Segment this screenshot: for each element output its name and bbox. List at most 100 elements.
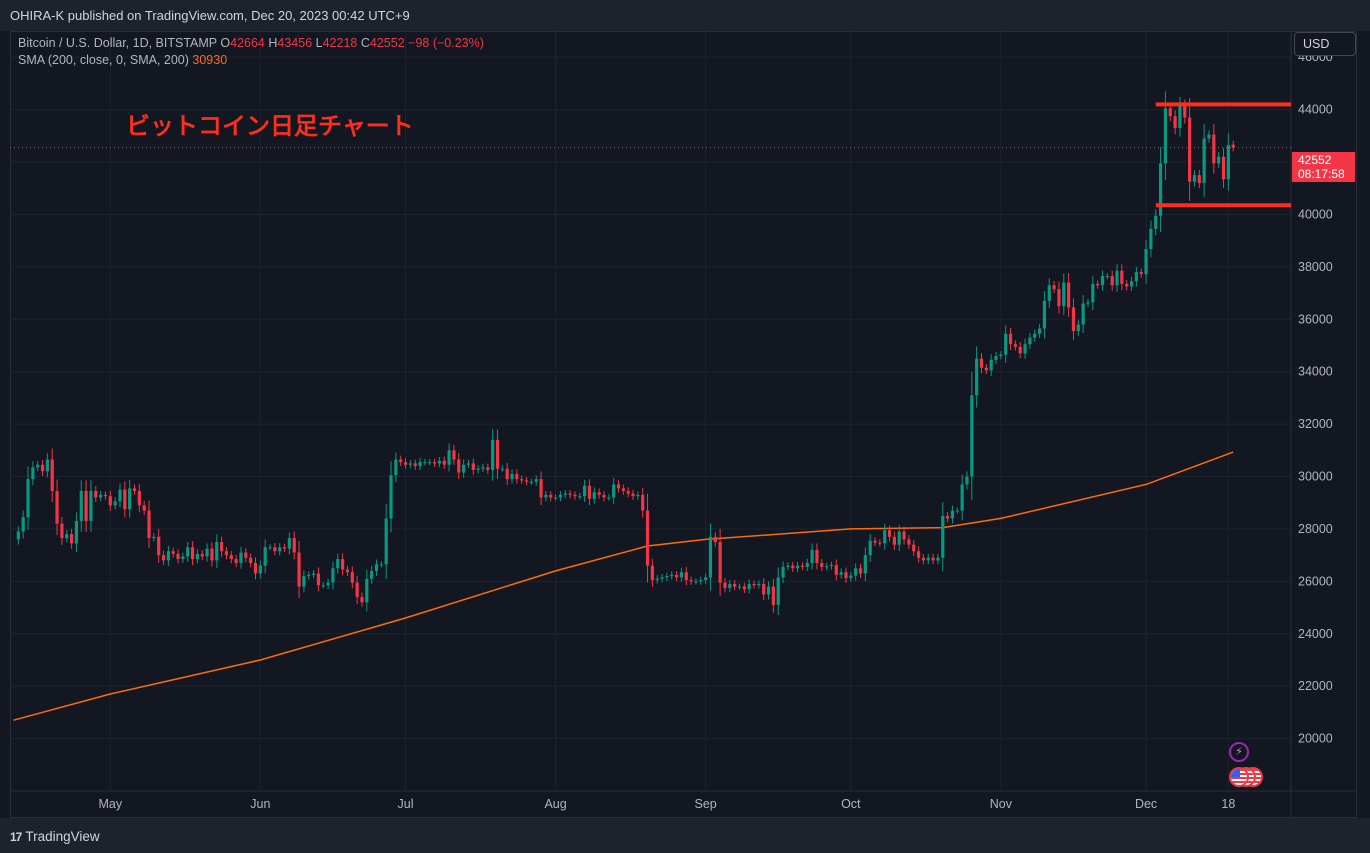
candle-body (1081, 303, 1085, 325)
candle-body (355, 582, 359, 598)
candle-body (210, 548, 214, 561)
candle-body (950, 510, 955, 519)
candle-body (621, 488, 625, 491)
candle-body (200, 553, 204, 557)
candle-body (641, 494, 645, 511)
candle-body (1183, 105, 1187, 118)
candle-body (786, 565, 790, 567)
candle-body (258, 565, 262, 574)
candle-body (471, 463, 475, 470)
price-tick-label: 30000 (1298, 470, 1333, 484)
candle-body (679, 572, 684, 578)
candle-body (660, 577, 664, 579)
candle-body (239, 552, 243, 563)
sma-value: 30930 (192, 53, 228, 67)
candle-body (1028, 337, 1032, 345)
candle-body (989, 359, 993, 371)
candle-body (820, 563, 824, 567)
candle-body (752, 583, 756, 586)
candle-body (249, 557, 253, 563)
candle-body (568, 493, 572, 495)
candle-body (1231, 144, 1235, 148)
candle-body (31, 467, 35, 480)
candle-body (505, 468, 509, 480)
candle-body (815, 549, 819, 563)
lightning-icon[interactable]: ⚡ (1229, 742, 1249, 762)
candle-body (1154, 215, 1158, 229)
candle-body (1188, 117, 1192, 182)
candle-body (1096, 283, 1100, 286)
us-flag-icon[interactable] (1229, 767, 1249, 787)
candle-body (244, 552, 248, 558)
candle-body (408, 463, 412, 465)
price-chart[interactable]: 20000 22000 24000 26000 28000 30000 32000 34000… (10, 31, 1357, 818)
candle-body (897, 531, 901, 545)
candle-body (45, 459, 49, 472)
candle-body (1144, 249, 1148, 275)
candle-body (1047, 285, 1051, 301)
candle-body (1110, 276, 1114, 286)
candle-body (224, 551, 229, 556)
candle-body (912, 544, 916, 552)
candle-body (762, 583, 766, 595)
candle-body (74, 521, 79, 544)
candle-body (432, 462, 437, 464)
candle-body (979, 358, 984, 368)
price-tick-label: 32000 (1298, 417, 1333, 431)
candle-body (926, 557, 930, 561)
candle-body (379, 564, 383, 566)
candle-body (544, 494, 548, 498)
price-tick-label: 34000 (1298, 365, 1333, 379)
candle-body (423, 462, 427, 464)
candle-body (282, 547, 287, 549)
candle-body (413, 463, 417, 467)
currency-button[interactable]: USD (1294, 32, 1356, 56)
tradingview-brand: TradingView (25, 829, 100, 844)
candle-body (829, 565, 834, 567)
candle-body (157, 536, 161, 556)
candle-body (1100, 276, 1105, 286)
candle-body (612, 484, 616, 498)
candle-body (1178, 105, 1182, 128)
candle-body (118, 489, 122, 502)
candle-body (1115, 270, 1119, 286)
candle-body (616, 484, 621, 489)
candle-body (311, 573, 316, 575)
price-tick-label: 38000 (1298, 260, 1333, 274)
candle-body (1071, 307, 1076, 332)
time-tick-label: Aug (544, 797, 566, 811)
candle-body (273, 547, 277, 552)
candle-body (108, 496, 112, 506)
candle-body (1076, 324, 1080, 332)
candle-body (573, 494, 577, 497)
candle-body (40, 464, 45, 472)
candle-body (936, 557, 940, 561)
price-tick-label: 20000 (1298, 732, 1333, 746)
candle-body (89, 490, 93, 522)
candle-body (302, 576, 306, 587)
candle-body (55, 490, 59, 524)
candle-body (1062, 282, 1066, 307)
candle-body (1207, 134, 1211, 139)
candle-body (510, 473, 514, 480)
candle-body (907, 539, 911, 545)
candle-body (297, 552, 301, 587)
candle-body (1149, 228, 1153, 250)
candle-body (1129, 281, 1134, 287)
time-tick-label: Jul (398, 797, 414, 811)
candle-body (94, 490, 98, 498)
candle-body (374, 564, 379, 571)
candle-body (428, 462, 432, 464)
tradingview-logo[interactable]: 17 TradingView (10, 829, 100, 844)
time-tick-label: Sep (694, 797, 716, 811)
candle-body (486, 467, 490, 470)
candle-body (171, 551, 175, 554)
candle-body (728, 583, 732, 588)
candle-body (60, 523, 64, 539)
candle-body (583, 485, 587, 497)
candle-body (941, 515, 945, 558)
candle-body (1226, 145, 1230, 180)
candle-body (462, 464, 466, 473)
candle-body (873, 540, 877, 543)
candle-body (636, 494, 640, 497)
